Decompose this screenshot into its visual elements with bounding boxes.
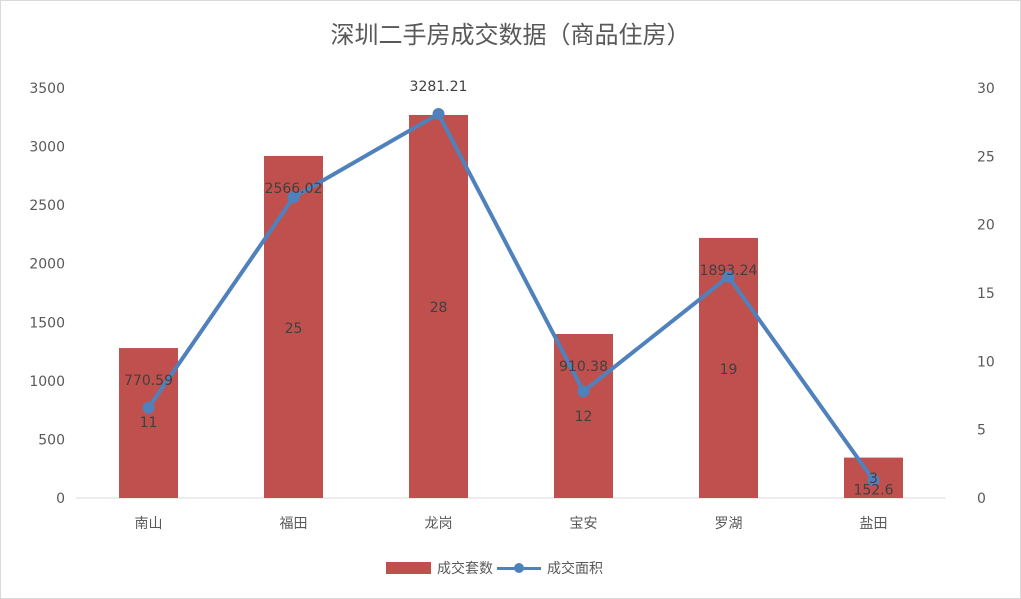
legend-swatch-bar	[386, 562, 431, 574]
line-data-label: 12	[575, 409, 593, 425]
y-left-tick-label: 3500	[29, 81, 65, 97]
y-left-tick-label: 500	[38, 432, 65, 448]
line-data-label: 25	[285, 321, 303, 337]
line-point	[722, 270, 735, 283]
line-data-label: 19	[720, 362, 738, 378]
line-point	[287, 191, 300, 204]
x-tick-label: 宝安	[570, 516, 598, 532]
legend-swatch-line	[497, 561, 541, 575]
bar	[409, 114, 468, 498]
bar-data-label: 910.38	[559, 359, 608, 375]
bar-data-label: 152.6	[853, 483, 893, 499]
line-point	[432, 107, 445, 120]
bar-data-label: 2566.02	[265, 181, 323, 197]
legend-label-bar: 成交套数	[437, 561, 493, 577]
y-right-tick-label: 0	[977, 491, 986, 507]
line-point	[142, 401, 155, 414]
y-left-tick-label: 1000	[29, 374, 65, 390]
x-tick-label: 福田	[280, 516, 308, 532]
chart-title: 深圳二手房成交数据（商品住房）	[330, 21, 691, 49]
line-point	[577, 385, 590, 398]
line-data-label: 11	[140, 415, 158, 431]
y-left-tick-label: 2000	[29, 257, 65, 273]
y-right-tick-label: 25	[977, 149, 995, 165]
y-left-tick-label: 1500	[29, 315, 65, 331]
legend-label-line: 成交面积	[547, 561, 603, 577]
line-data-label: 3	[869, 471, 878, 487]
line-series	[146, 111, 876, 482]
bar	[119, 348, 178, 498]
bar-data-label: 1893.24	[700, 263, 758, 279]
line-data-label: 28	[430, 300, 448, 316]
line-point	[867, 474, 880, 487]
legend: 成交套数 成交面积	[386, 558, 607, 578]
bar	[264, 155, 323, 498]
y-left-tick-label: 2500	[29, 198, 65, 214]
x-tick-label: 罗湖	[715, 516, 743, 532]
legend-item-line: 成交面积	[497, 558, 603, 578]
x-tick-label: 南山	[135, 516, 163, 532]
y-left-tick-label: 0	[56, 491, 65, 507]
y-right-tick-label: 20	[977, 218, 995, 234]
y-left-tick-label: 3000	[29, 140, 65, 156]
x-tick-label: 盐田	[860, 516, 888, 532]
y-right-tick-label: 30	[977, 81, 995, 97]
x-tick-label: 龙岗	[425, 516, 453, 532]
y-right-tick-label: 15	[977, 286, 995, 302]
y-right-tick-label: 10	[977, 354, 995, 370]
y-right-tick-label: 5	[977, 423, 986, 439]
bar-data-label: 770.59	[124, 373, 173, 389]
bar-data-label: 3281.21	[410, 79, 468, 95]
legend-item-bar: 成交套数	[386, 558, 493, 578]
bar	[554, 334, 613, 498]
